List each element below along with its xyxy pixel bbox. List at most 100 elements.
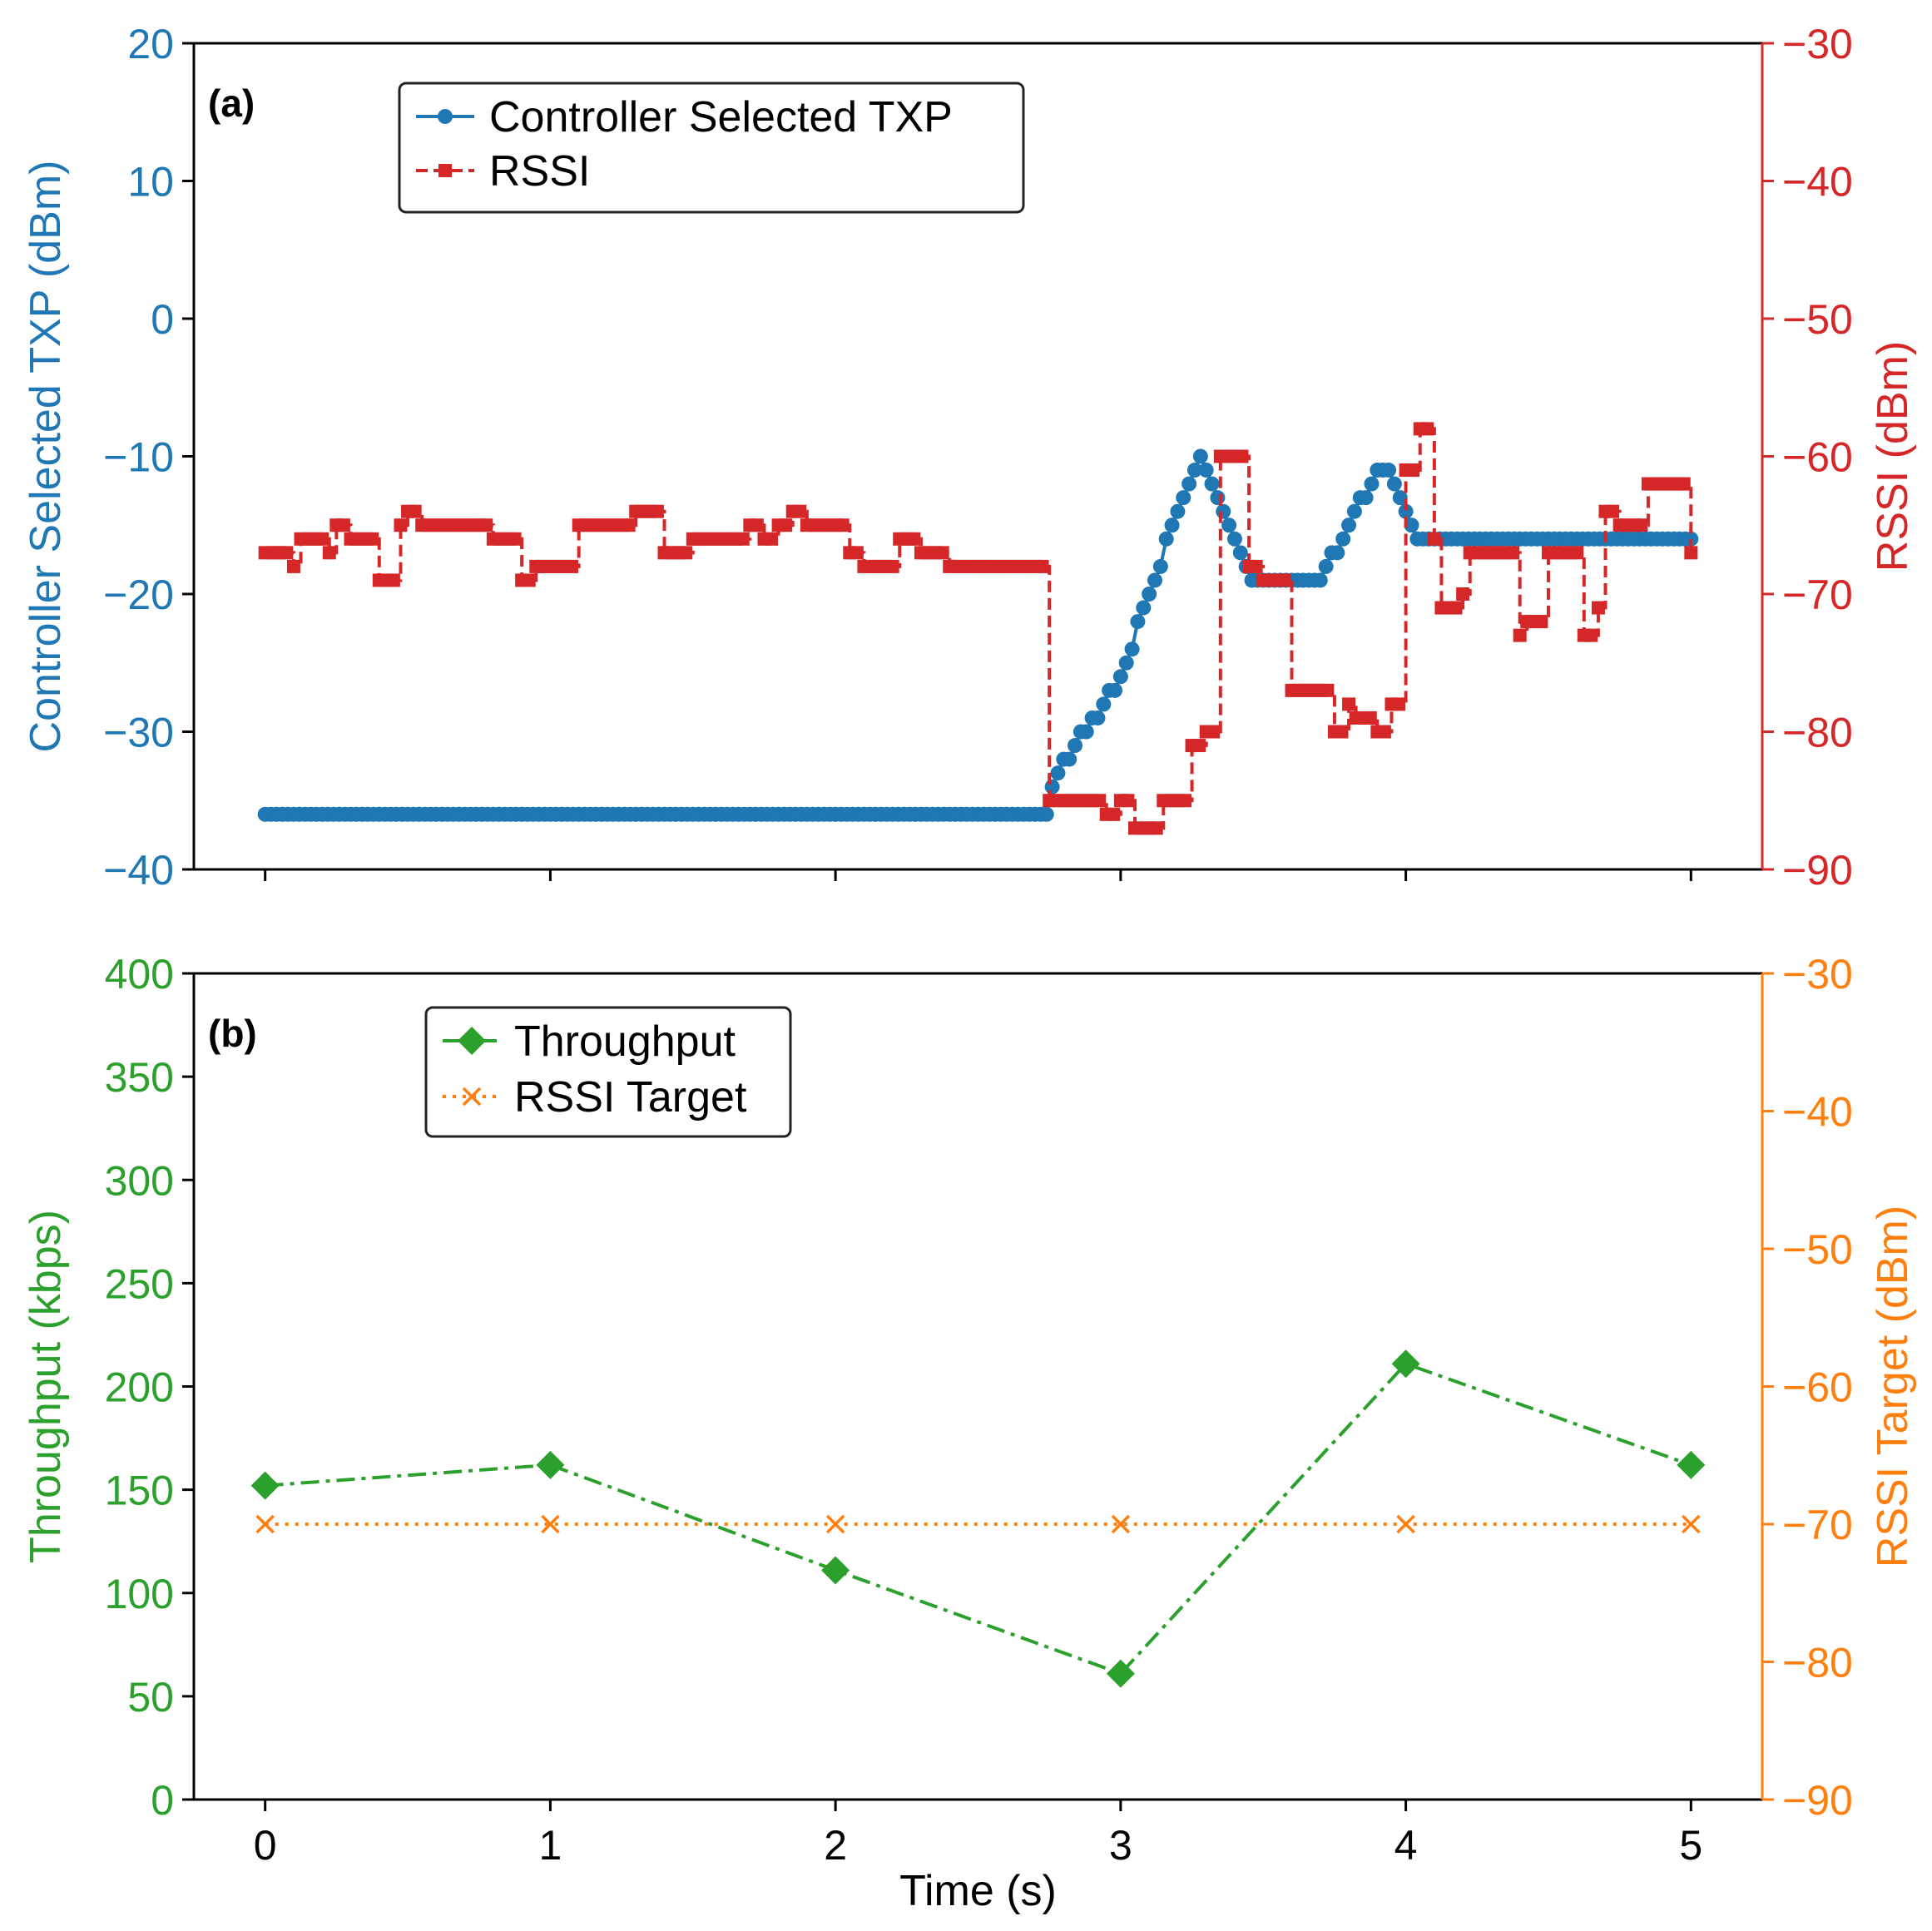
rssi-marker [1420,422,1434,436]
rssi-marker [1406,463,1420,478]
left-tick-label: −30 [103,710,174,756]
right-tick-label: −30 [1782,951,1853,998]
rssi-marker [622,518,636,532]
txp-marker [1152,558,1168,574]
right-tick-label: −60 [1782,434,1853,481]
rssi-marker [386,573,400,587]
rssi-marker [1677,477,1691,491]
rssi-marker [1591,601,1605,615]
rssi-marker [286,559,300,573]
left-tick-label: 20 [127,21,174,67]
txp-marker [1346,503,1362,519]
rssi-marker [1035,559,1049,573]
rssi-marker [408,504,422,518]
rssi-marker [1584,628,1598,642]
x-tick-label: 2 [824,1822,847,1869]
left-axis-label: Controller Selected TXP (dBm) [22,161,70,753]
legend-frame [424,1006,792,1138]
txp-marker [1096,696,1112,712]
right-tick-label: −90 [1782,847,1853,894]
left-tick-label: 150 [105,1468,174,1514]
txp-marker [1198,463,1214,478]
panel-b: 0 1 2 3 4 5050100150200250300350400−90−80−70−… [22,951,1917,1915]
rssi-marker [1206,725,1221,739]
txp-marker [1392,490,1408,506]
txp-marker [1078,724,1094,740]
rssi-marker [1634,518,1648,532]
right-tick-label: −30 [1782,21,1853,67]
rssi-marker [935,546,949,560]
left-tick-label: 200 [105,1364,174,1411]
rssi-target-marker [541,1514,560,1534]
txp-marker [1044,779,1060,795]
rssi-marker [394,518,408,532]
right-tick-label: −50 [1782,296,1853,343]
throughput-marker [250,1471,280,1500]
rssi-marker [1342,697,1356,711]
x-axis-label: Time (s) [899,1867,1057,1915]
rssi-marker [1392,697,1406,711]
legend-b: Throughput RSSI Target [424,1006,792,1138]
rssi-target-marker [255,1514,275,1534]
left-axis-label: Throughput (kbps) [22,1210,70,1563]
txp-line [265,452,1692,816]
right-tick-label: −80 [1782,710,1853,756]
rssi-marker [365,532,379,546]
legend-throughput-label: Throughput [514,1017,736,1066]
txp-marker [1186,463,1202,478]
txp-marker [1335,531,1351,547]
rssi-marker [650,504,664,518]
rssi-marker [508,532,522,546]
throughput-marker [536,1450,565,1479]
legend-a: Controller Selected TXP RSSI [398,82,1025,214]
rssi-marker [1606,504,1620,518]
txp-marker [1358,490,1374,506]
legend-frame [398,82,1025,214]
panel-label: (b) [208,1012,257,1055]
rssi-marker [1570,546,1584,560]
legend-target-label: RSSI Target [514,1073,747,1121]
left-tick-label: 0 [151,1777,174,1824]
rssi-marker [1684,546,1698,560]
txp-marker [1050,765,1066,781]
right-axis-label: RSSI Target (dBm) [1869,1206,1917,1567]
rssi-marker [779,518,793,532]
rssi-marker [1277,573,1291,587]
txp-marker [1158,531,1174,547]
rssi-marker [679,546,693,560]
rssi-marker [1513,628,1527,642]
left-tick-label: 10 [127,159,174,205]
right-tick-label: −50 [1782,1226,1853,1273]
txp-marker [1176,490,1191,506]
txp-marker [1330,545,1345,561]
right-tick-label: −70 [1782,572,1853,618]
txp-marker [1210,490,1226,506]
txp-marker [1124,641,1140,657]
rssi-marker [835,518,850,532]
panel-a: −40 −30 −20 −10 0 10 20 −90 −80 −70 −60 −50 −40 −30 Co… [22,21,1917,894]
txp-marker [1226,531,1242,547]
rssi-target-marker [1111,1514,1131,1534]
txp-marker [1107,682,1123,698]
left-tick-label: 50 [127,1674,174,1721]
rssi-marker [565,559,579,573]
rssi-marker [1320,683,1335,697]
txp-marker [1112,669,1128,685]
txp-marker [1318,558,1334,574]
txp-marker [1068,738,1083,754]
rssi-marker [336,518,350,532]
rssi-marker [1235,449,1249,463]
throughput-line [265,1361,1692,1676]
rssi-marker [1335,725,1349,739]
rssi-marker [1092,794,1107,808]
rssi-marker [1534,615,1548,629]
rssi-marker [1249,559,1263,573]
right-tick-label: −90 [1782,1777,1853,1824]
rssi-marker [1363,711,1377,725]
rssi-marker [1149,821,1163,835]
legend-throughput-marker [458,1027,486,1055]
legend-rssi-label: RSSI [489,147,590,196]
txp-marker [1170,503,1186,519]
txp-marker [1164,517,1180,533]
left-tick-label: −20 [103,572,174,618]
